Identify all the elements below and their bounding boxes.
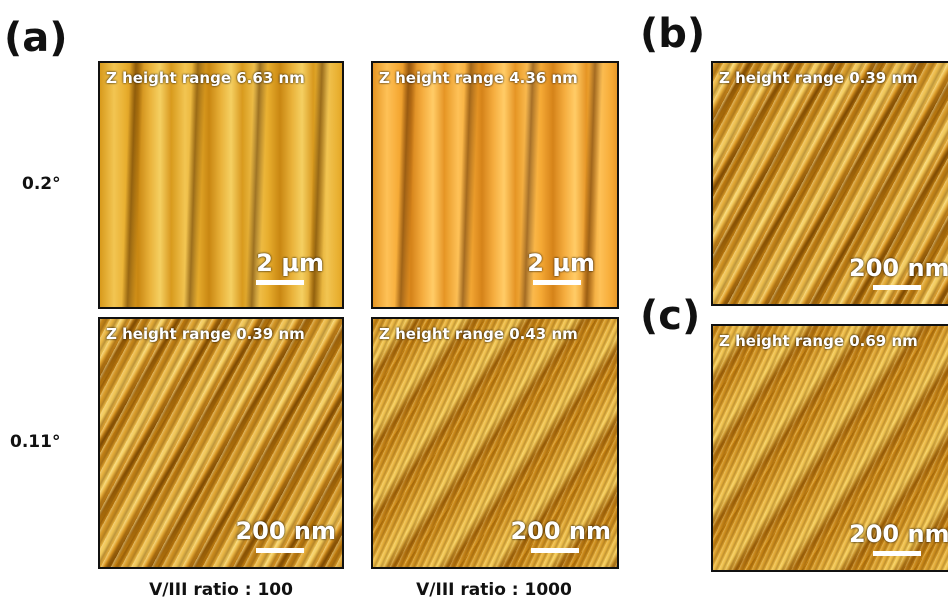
afm-image: Z height range 0.39 nm 200 nm	[98, 317, 344, 569]
scale-bar	[533, 280, 581, 285]
panel-label: (b)	[640, 14, 705, 54]
z-range: Z height range 0.43 nm	[379, 325, 578, 343]
afm-image: Z height range 0.69 nm 200 nm	[711, 324, 948, 572]
panel-label: (a)	[4, 18, 68, 58]
afm-image: Z height range 0.43 nm 200 nm	[371, 317, 619, 569]
scale-bar-label: 2 μm	[527, 249, 595, 277]
scale-bar	[256, 548, 304, 553]
scale-bar	[531, 548, 579, 553]
z-range: Z height range 0.39 nm	[106, 325, 305, 343]
row-label: 0.11°	[10, 432, 60, 452]
scale-bar-label: 200 nm	[235, 517, 336, 545]
column-label: V/III ratio : 100	[98, 580, 344, 600]
scale-bar-label: 200 nm	[510, 517, 611, 545]
figure: (a) (b) (c) 0.2° 0.11° Z height range 6.…	[0, 0, 948, 604]
scale-bar	[873, 551, 921, 556]
z-range: Z height range 0.69 nm	[719, 332, 918, 350]
scale-bar-label: 200 nm	[849, 254, 948, 282]
row-label: 0.2°	[22, 174, 61, 194]
z-range: Z height range 4.36 nm	[379, 69, 578, 87]
scale-bar-label: 200 nm	[849, 520, 948, 548]
afm-image: Z height range 0.39 nm 200 nm	[711, 61, 948, 306]
z-range: Z height range 0.39 nm	[719, 69, 918, 87]
z-range: Z height range 6.63 nm	[106, 69, 305, 87]
scale-bar-label: 2 μm	[256, 249, 324, 277]
panel-label: (c)	[640, 296, 700, 336]
column-label: V/III ratio : 1000	[371, 580, 617, 600]
scale-bar	[873, 285, 921, 290]
afm-image: Z height range 4.36 nm 2 μm	[371, 61, 619, 309]
scale-bar	[256, 280, 304, 285]
afm-image: Z height range 6.63 nm 2 μm	[98, 61, 344, 309]
